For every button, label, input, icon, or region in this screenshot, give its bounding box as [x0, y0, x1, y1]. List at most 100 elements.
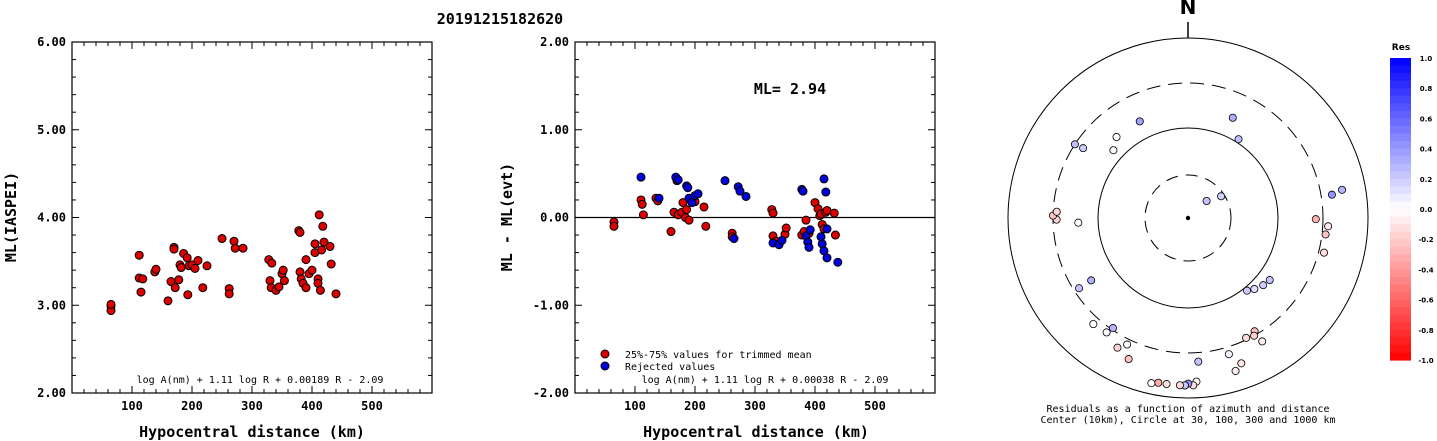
polar-station-point [1079, 144, 1088, 153]
p1-ytick-label: 4.00 [37, 211, 66, 225]
data-point-blue [804, 242, 814, 252]
data-point-blue [833, 257, 843, 267]
data-point-blue [741, 191, 751, 201]
data-point-red [267, 258, 277, 268]
data-point-red [318, 221, 328, 231]
p2-xlabel: Hypocentral distance (km) [643, 423, 869, 441]
colorbar-tick-label: -0.8 [1418, 327, 1433, 335]
polar-station-point [1089, 320, 1098, 329]
ring-100km [1097, 127, 1279, 309]
colorbar-segment [1390, 246, 1411, 255]
colorbar-segment [1390, 163, 1411, 172]
p2-ytick-label: -2.00 [533, 386, 569, 400]
page-title: 20191215182620 [437, 10, 563, 28]
p1-xtick-label: 200 [181, 399, 203, 413]
data-point-blue [819, 174, 829, 184]
colorbar-segment [1390, 110, 1411, 119]
data-point-blue [636, 172, 646, 182]
polar-station-point [1324, 222, 1333, 231]
polar-station-point [1175, 381, 1184, 390]
p1-xlabel: Hypocentral distance (km) [139, 423, 365, 441]
data-point-red [637, 199, 647, 209]
colorbar-tick-label: -0.4 [1418, 266, 1433, 274]
data-point-red [307, 265, 317, 275]
p1-ytick-label: 3.00 [37, 298, 66, 312]
polar-station-point [1147, 379, 1156, 388]
polar-station-point [1202, 196, 1211, 205]
colorbar-segment [1390, 125, 1411, 135]
data-point-red [170, 283, 180, 293]
data-point-blue [735, 186, 745, 196]
data-point-red [829, 208, 839, 218]
colorbar-tick-label: 0.4 [1420, 146, 1433, 154]
p1-ytick-label: 2.00 [37, 386, 66, 400]
polar-station-point [1242, 333, 1251, 342]
p1-frame [71, 41, 433, 394]
polar-station-point [1237, 359, 1246, 368]
data-point-red [169, 244, 179, 254]
data-point-red [684, 215, 694, 225]
colorbar-segment [1390, 186, 1411, 195]
p1-xtick-label: 300 [241, 399, 263, 413]
polar-station-point [1311, 215, 1320, 224]
colorbar-tick-label: 0.6 [1420, 115, 1433, 123]
colorbar-segment [1390, 118, 1411, 127]
p2-ytick-label: 2.00 [540, 35, 569, 49]
data-point-blue [683, 183, 693, 193]
data-point-red [176, 263, 186, 273]
polar-station-point [1109, 146, 1118, 155]
p2-ytick-label: 1.00 [540, 123, 569, 137]
colorbar-segment [1390, 352, 1411, 361]
data-point-red [638, 210, 648, 220]
colorbar-segment [1390, 178, 1411, 187]
polar-station-point [1258, 337, 1267, 346]
legend-blue-marker [600, 361, 610, 371]
p2-ylabel: ML - ML(evt) [498, 163, 516, 271]
polar-station-point [1075, 284, 1084, 293]
legend-label-rejected: Rejected values [625, 362, 715, 373]
data-point-red [314, 210, 324, 220]
data-point-red [174, 275, 184, 285]
data-point-red [138, 274, 148, 284]
p2-xtick-label: 100 [624, 399, 646, 413]
data-point-blue [673, 175, 683, 185]
polar-station-point [1112, 133, 1121, 142]
data-point-red [183, 290, 193, 300]
data-point-red [230, 243, 240, 253]
colorbar-segment [1390, 201, 1411, 210]
colorbar-segment [1390, 239, 1411, 248]
colorbar-tick-label: 0.2 [1420, 176, 1433, 184]
ml-vs-distance-panel: Hypocentral distance (km) ML(IASPEI) log… [2, 35, 433, 441]
polar-station-point [1113, 343, 1122, 352]
data-point-red [163, 296, 173, 306]
data-point-red [830, 230, 840, 240]
data-point-red [295, 227, 305, 237]
north-label: N [1180, 0, 1197, 19]
data-point-red [331, 289, 341, 299]
data-point-red [317, 245, 327, 255]
p2-xtick-label: 500 [864, 399, 886, 413]
colorbar-segment [1390, 231, 1411, 240]
polar-station-point [1250, 285, 1259, 294]
data-point-blue [729, 234, 739, 244]
data-point-red [781, 223, 791, 233]
p1-xtick-label: 400 [301, 399, 323, 413]
data-point-red [151, 264, 161, 274]
colorbar-segment [1390, 193, 1411, 203]
colorbar-segment [1390, 171, 1411, 180]
data-point-red [190, 263, 200, 273]
polar-station-point [1338, 185, 1347, 194]
polar-station-point [1259, 281, 1268, 290]
polar-station-point [1265, 276, 1274, 285]
colorbar-segment [1390, 329, 1411, 338]
colorbar-tick-label: 0.0 [1420, 206, 1433, 214]
polar-station-point [1194, 357, 1203, 366]
p2-xtick-label: 300 [744, 399, 766, 413]
polar-station-point [1135, 117, 1144, 126]
colorbar-segment [1390, 88, 1411, 97]
colorbar-tick-label: 0.8 [1420, 85, 1433, 93]
p2-ytick-label: 0.00 [540, 211, 569, 225]
p1-ylabel: ML(IASPEI) [2, 172, 20, 262]
data-point-red [182, 253, 192, 263]
